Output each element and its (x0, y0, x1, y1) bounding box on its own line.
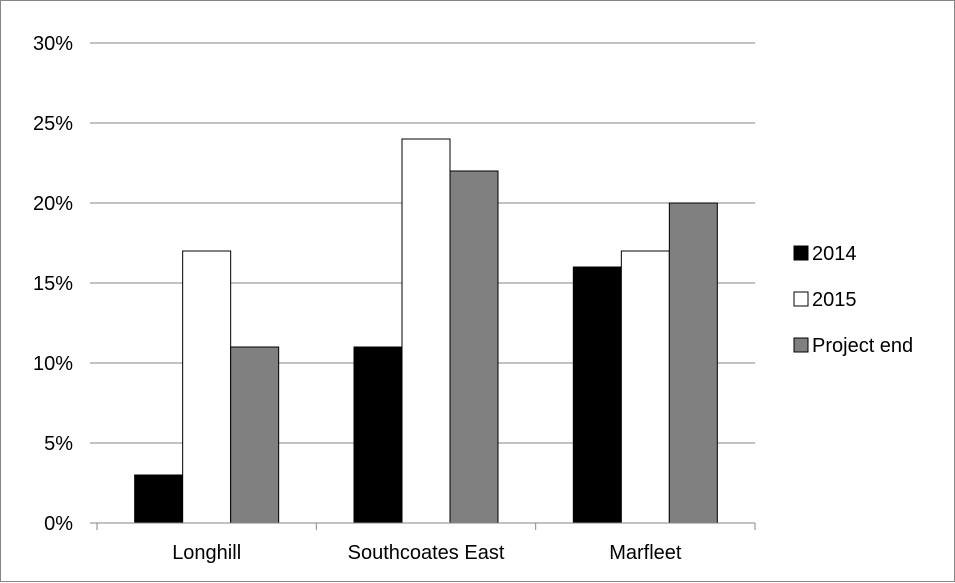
bar-2014-longhill (134, 474, 184, 524)
legend-label: 2015 (812, 289, 857, 311)
x-category-label: Marfleet (609, 542, 682, 564)
bar-2015-marfleet (620, 250, 670, 524)
legend-label: Project end (812, 335, 913, 357)
x-axis-category-labels: Longhill Southcoates East Marfleet (172, 542, 682, 564)
y-tick-label: 15% (33, 273, 73, 295)
y-tick-label: 25% (33, 113, 73, 135)
bar-2015-southcoates-east (401, 138, 451, 524)
y-tick-label: 10% (33, 353, 73, 375)
y-tick-label: 5% (44, 433, 73, 455)
legend-label: 2014 (812, 243, 857, 265)
x-axis (96, 522, 756, 530)
y-tick-label: 0% (44, 513, 73, 535)
bars (134, 138, 718, 524)
bar-2014-marfleet (572, 266, 622, 524)
bar-2014-southcoates-east (353, 346, 403, 524)
bar-project-end-southcoates-east (449, 170, 499, 524)
bar-project-end-longhill (230, 346, 280, 524)
y-tick-label: 30% (33, 33, 73, 55)
bar-2015-longhill (182, 250, 232, 524)
legend-swatch (793, 291, 809, 307)
legend-swatch (793, 245, 809, 261)
legend: 2014 2015 Project end (793, 243, 913, 357)
y-axis-tick-labels: 0% 5% 10% 15% 20% 25% 30% (33, 33, 73, 535)
y-tick-label: 20% (33, 193, 73, 215)
bar-project-end-marfleet (668, 202, 718, 524)
x-category-label: Longhill (172, 542, 241, 564)
legend-swatch (793, 337, 809, 353)
x-category-label: Southcoates East (348, 542, 505, 564)
